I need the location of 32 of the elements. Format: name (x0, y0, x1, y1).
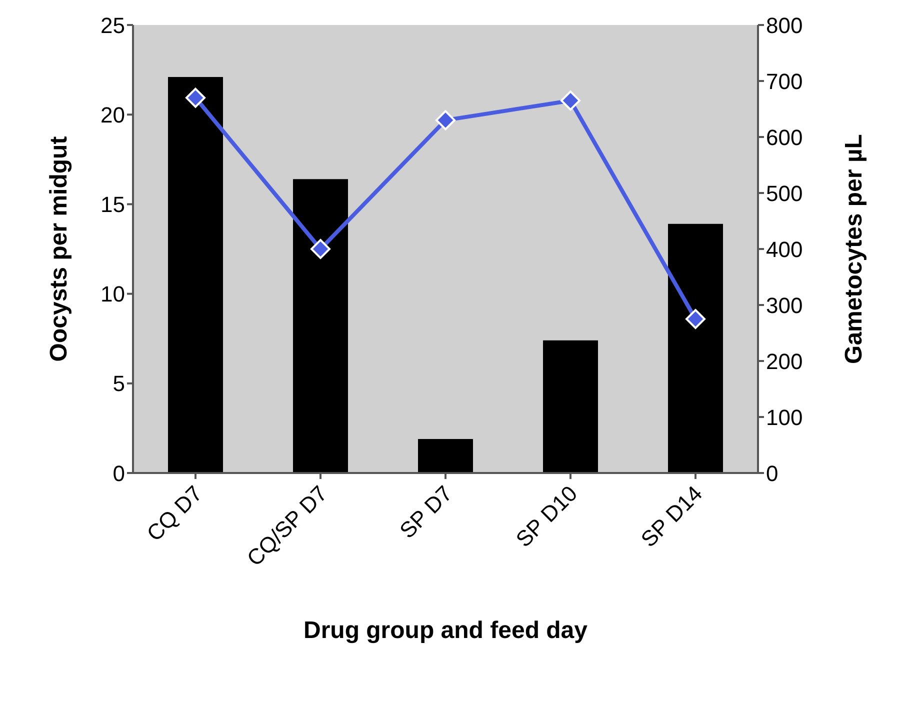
y-tick-label: 25 (100, 12, 125, 38)
point (686, 309, 706, 329)
x-axis-title: Drug group and feed day (303, 617, 588, 644)
y-tick-label: 10 (100, 282, 125, 307)
y-tick-label: 0 (112, 460, 125, 486)
bar (543, 340, 598, 473)
x-tick-label: SP D7 (394, 480, 458, 544)
y2-tick-label: 700 (766, 68, 803, 94)
bar (168, 76, 223, 473)
point (436, 110, 456, 130)
y-tick-label: 15 (100, 192, 125, 218)
y2-tick-label: 400 (766, 236, 803, 262)
point (310, 239, 330, 259)
point (186, 88, 206, 108)
y2-tick-label: 100 (766, 404, 803, 430)
y2-tick-label: 600 (766, 124, 803, 150)
y2-tick-label: 0 (766, 460, 778, 486)
y-tick-label: 20 (100, 102, 125, 128)
bar (418, 438, 473, 473)
x-tick-label: SP D14 (636, 480, 708, 552)
y2-tick-label: 300 (766, 292, 803, 318)
y-tick-label: 5 (112, 371, 125, 396)
y-axis-title: Oocysts per midgut (46, 136, 73, 362)
bar (668, 224, 723, 473)
x-tick-label: CQ D7 (142, 480, 208, 546)
bar (293, 179, 348, 473)
y2-tick-label: 800 (766, 12, 803, 38)
point (560, 90, 580, 111)
y2-axis-title: Gametocytes per µL (840, 134, 868, 364)
x-tick-label: SP D10 (511, 480, 582, 552)
y2-tick-label: 200 (766, 348, 803, 374)
y2-tick-label: 500 (766, 180, 803, 206)
